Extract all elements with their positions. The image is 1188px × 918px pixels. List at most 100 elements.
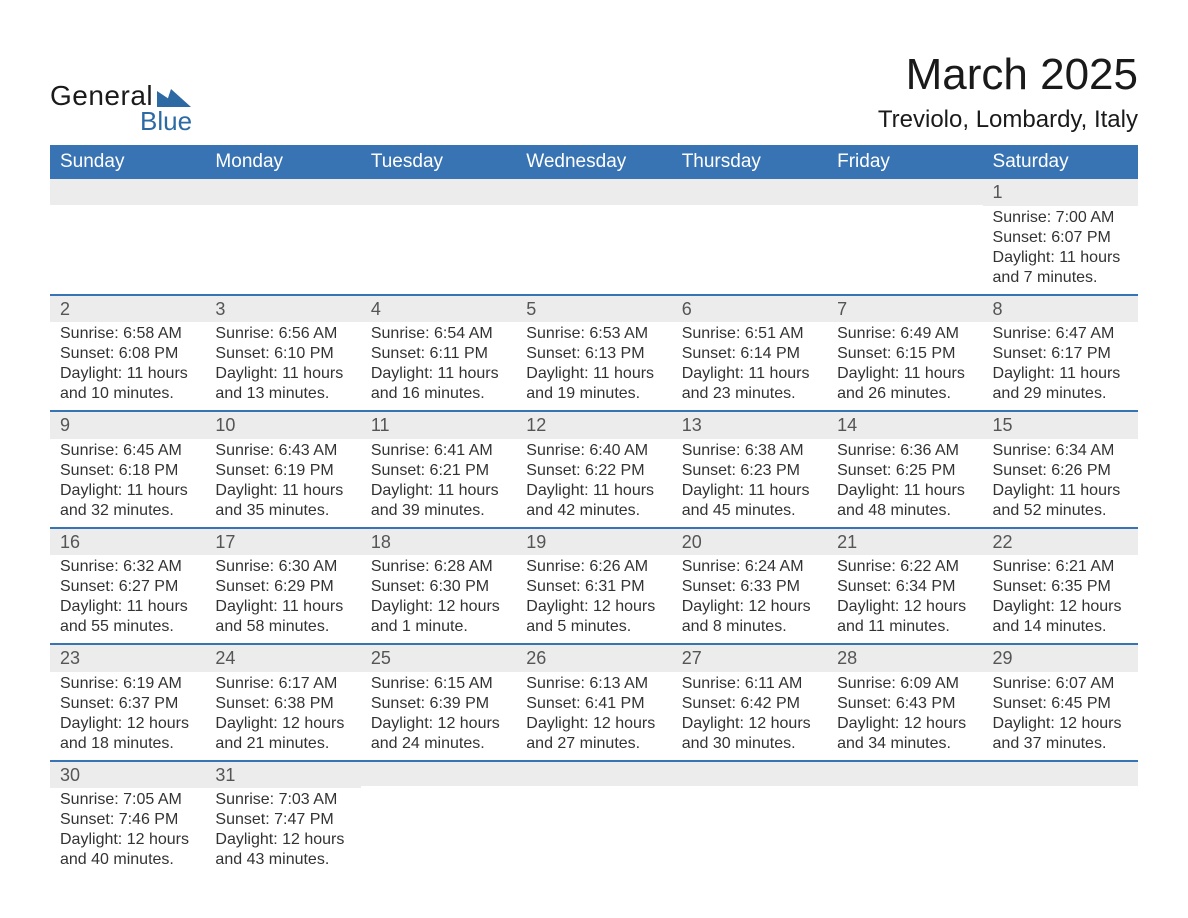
empty-day-header (516, 760, 671, 786)
day-body: Sunrise: 6:28 AMSunset: 6:30 PMDaylight:… (361, 555, 516, 643)
calendar-cell: 31Sunrise: 7:03 AMSunset: 7:47 PMDayligh… (205, 760, 360, 877)
calendar-cell: 6Sunrise: 6:51 AMSunset: 6:14 PMDaylight… (672, 294, 827, 411)
sunrise-text: Sunrise: 6:11 AM (682, 674, 817, 694)
sunset-text: Sunset: 6:11 PM (371, 344, 506, 364)
day-body: Sunrise: 6:32 AMSunset: 6:27 PMDaylight:… (50, 555, 205, 643)
day-body: Sunrise: 6:58 AMSunset: 6:08 PMDaylight:… (50, 322, 205, 410)
sunset-text: Sunset: 6:19 PM (215, 461, 350, 481)
sunrise-text: Sunrise: 6:19 AM (60, 674, 195, 694)
sunset-text: Sunset: 6:13 PM (526, 344, 661, 364)
daylight-text: Daylight: 12 hours and 18 minutes. (60, 714, 195, 754)
day-header: Tuesday (361, 145, 516, 179)
day-number: 18 (361, 527, 516, 556)
calendar-cell (672, 760, 827, 877)
calendar-cell: 26Sunrise: 6:13 AMSunset: 6:41 PMDayligh… (516, 643, 671, 760)
day-body: Sunrise: 6:51 AMSunset: 6:14 PMDaylight:… (672, 322, 827, 410)
sunset-text: Sunset: 6:14 PM (682, 344, 817, 364)
day-number: 3 (205, 294, 360, 323)
sunrise-text: Sunrise: 6:22 AM (837, 557, 972, 577)
day-body: Sunrise: 6:41 AMSunset: 6:21 PMDaylight:… (361, 439, 516, 527)
day-body: Sunrise: 6:34 AMSunset: 6:26 PMDaylight:… (983, 439, 1138, 527)
calendar-table: SundayMondayTuesdayWednesdayThursdayFrid… (50, 145, 1138, 876)
calendar-cell: 27Sunrise: 6:11 AMSunset: 6:42 PMDayligh… (672, 643, 827, 760)
daylight-text: Daylight: 12 hours and 27 minutes. (526, 714, 661, 754)
day-body: Sunrise: 6:54 AMSunset: 6:11 PMDaylight:… (361, 322, 516, 410)
daylight-text: Daylight: 11 hours and 19 minutes. (526, 364, 661, 404)
daylight-text: Daylight: 12 hours and 8 minutes. (682, 597, 817, 637)
day-body: Sunrise: 6:56 AMSunset: 6:10 PMDaylight:… (205, 322, 360, 410)
daylight-text: Daylight: 11 hours and 32 minutes. (60, 481, 195, 521)
daylight-text: Daylight: 11 hours and 55 minutes. (60, 597, 195, 637)
daylight-text: Daylight: 11 hours and 10 minutes. (60, 364, 195, 404)
day-number: 8 (983, 294, 1138, 323)
sunrise-text: Sunrise: 6:47 AM (993, 324, 1128, 344)
calendar-cell (672, 179, 827, 294)
sunrise-text: Sunrise: 6:38 AM (682, 441, 817, 461)
day-number: 30 (50, 760, 205, 789)
day-number: 12 (516, 410, 671, 439)
day-number: 5 (516, 294, 671, 323)
day-number: 24 (205, 643, 360, 672)
calendar-cell: 14Sunrise: 6:36 AMSunset: 6:25 PMDayligh… (827, 410, 982, 527)
empty-day-header (205, 179, 360, 205)
sunrise-text: Sunrise: 6:13 AM (526, 674, 661, 694)
calendar-cell: 28Sunrise: 6:09 AMSunset: 6:43 PMDayligh… (827, 643, 982, 760)
sunset-text: Sunset: 6:22 PM (526, 461, 661, 481)
sunset-text: Sunset: 6:43 PM (837, 694, 972, 714)
day-header: Saturday (983, 145, 1138, 179)
calendar-cell: 3Sunrise: 6:56 AMSunset: 6:10 PMDaylight… (205, 294, 360, 411)
day-number: 29 (983, 643, 1138, 672)
daylight-text: Daylight: 12 hours and 34 minutes. (837, 714, 972, 754)
empty-day-header (827, 760, 982, 786)
day-body: Sunrise: 6:36 AMSunset: 6:25 PMDaylight:… (827, 439, 982, 527)
calendar-week: 2Sunrise: 6:58 AMSunset: 6:08 PMDaylight… (50, 294, 1138, 411)
day-body: Sunrise: 6:38 AMSunset: 6:23 PMDaylight:… (672, 439, 827, 527)
calendar-cell: 21Sunrise: 6:22 AMSunset: 6:34 PMDayligh… (827, 527, 982, 644)
day-body: Sunrise: 6:17 AMSunset: 6:38 PMDaylight:… (205, 672, 360, 760)
calendar-cell (827, 179, 982, 294)
calendar-week: 9Sunrise: 6:45 AMSunset: 6:18 PMDaylight… (50, 410, 1138, 527)
calendar-cell: 15Sunrise: 6:34 AMSunset: 6:26 PMDayligh… (983, 410, 1138, 527)
calendar-cell: 16Sunrise: 6:32 AMSunset: 6:27 PMDayligh… (50, 527, 205, 644)
sunrise-text: Sunrise: 6:30 AM (215, 557, 350, 577)
sunrise-text: Sunrise: 7:03 AM (215, 790, 350, 810)
calendar-cell (361, 179, 516, 294)
sunrise-text: Sunrise: 6:32 AM (60, 557, 195, 577)
calendar-cell: 30Sunrise: 7:05 AMSunset: 7:46 PMDayligh… (50, 760, 205, 877)
day-number: 26 (516, 643, 671, 672)
calendar-cell: 1Sunrise: 7:00 AMSunset: 6:07 PMDaylight… (983, 179, 1138, 294)
day-number: 22 (983, 527, 1138, 556)
calendar-cell: 12Sunrise: 6:40 AMSunset: 6:22 PMDayligh… (516, 410, 671, 527)
daylight-text: Daylight: 12 hours and 1 minute. (371, 597, 506, 637)
calendar-cell (516, 179, 671, 294)
day-body: Sunrise: 6:19 AMSunset: 6:37 PMDaylight:… (50, 672, 205, 760)
day-number: 2 (50, 294, 205, 323)
calendar-body: 1Sunrise: 7:00 AMSunset: 6:07 PMDaylight… (50, 179, 1138, 876)
day-header: Monday (205, 145, 360, 179)
sunrise-text: Sunrise: 6:28 AM (371, 557, 506, 577)
day-body: Sunrise: 6:40 AMSunset: 6:22 PMDaylight:… (516, 439, 671, 527)
daylight-text: Daylight: 11 hours and 16 minutes. (371, 364, 506, 404)
daylight-text: Daylight: 12 hours and 40 minutes. (60, 830, 195, 870)
daylight-text: Daylight: 11 hours and 13 minutes. (215, 364, 350, 404)
calendar-cell (361, 760, 516, 877)
sunrise-text: Sunrise: 6:24 AM (682, 557, 817, 577)
sunrise-text: Sunrise: 6:54 AM (371, 324, 506, 344)
daylight-text: Daylight: 11 hours and 39 minutes. (371, 481, 506, 521)
sunrise-text: Sunrise: 6:26 AM (526, 557, 661, 577)
sunset-text: Sunset: 6:42 PM (682, 694, 817, 714)
logo-text-blue: Blue (140, 106, 192, 137)
day-body: Sunrise: 6:21 AMSunset: 6:35 PMDaylight:… (983, 555, 1138, 643)
sunset-text: Sunset: 6:29 PM (215, 577, 350, 597)
calendar-cell: 13Sunrise: 6:38 AMSunset: 6:23 PMDayligh… (672, 410, 827, 527)
day-body: Sunrise: 6:11 AMSunset: 6:42 PMDaylight:… (672, 672, 827, 760)
day-number: 7 (827, 294, 982, 323)
sunset-text: Sunset: 6:38 PM (215, 694, 350, 714)
calendar-cell (827, 760, 982, 877)
daylight-text: Daylight: 12 hours and 14 minutes. (993, 597, 1128, 637)
sunrise-text: Sunrise: 6:45 AM (60, 441, 195, 461)
sunrise-text: Sunrise: 6:58 AM (60, 324, 195, 344)
daylight-text: Daylight: 12 hours and 11 minutes. (837, 597, 972, 637)
day-header: Thursday (672, 145, 827, 179)
daylight-text: Daylight: 11 hours and 52 minutes. (993, 481, 1128, 521)
